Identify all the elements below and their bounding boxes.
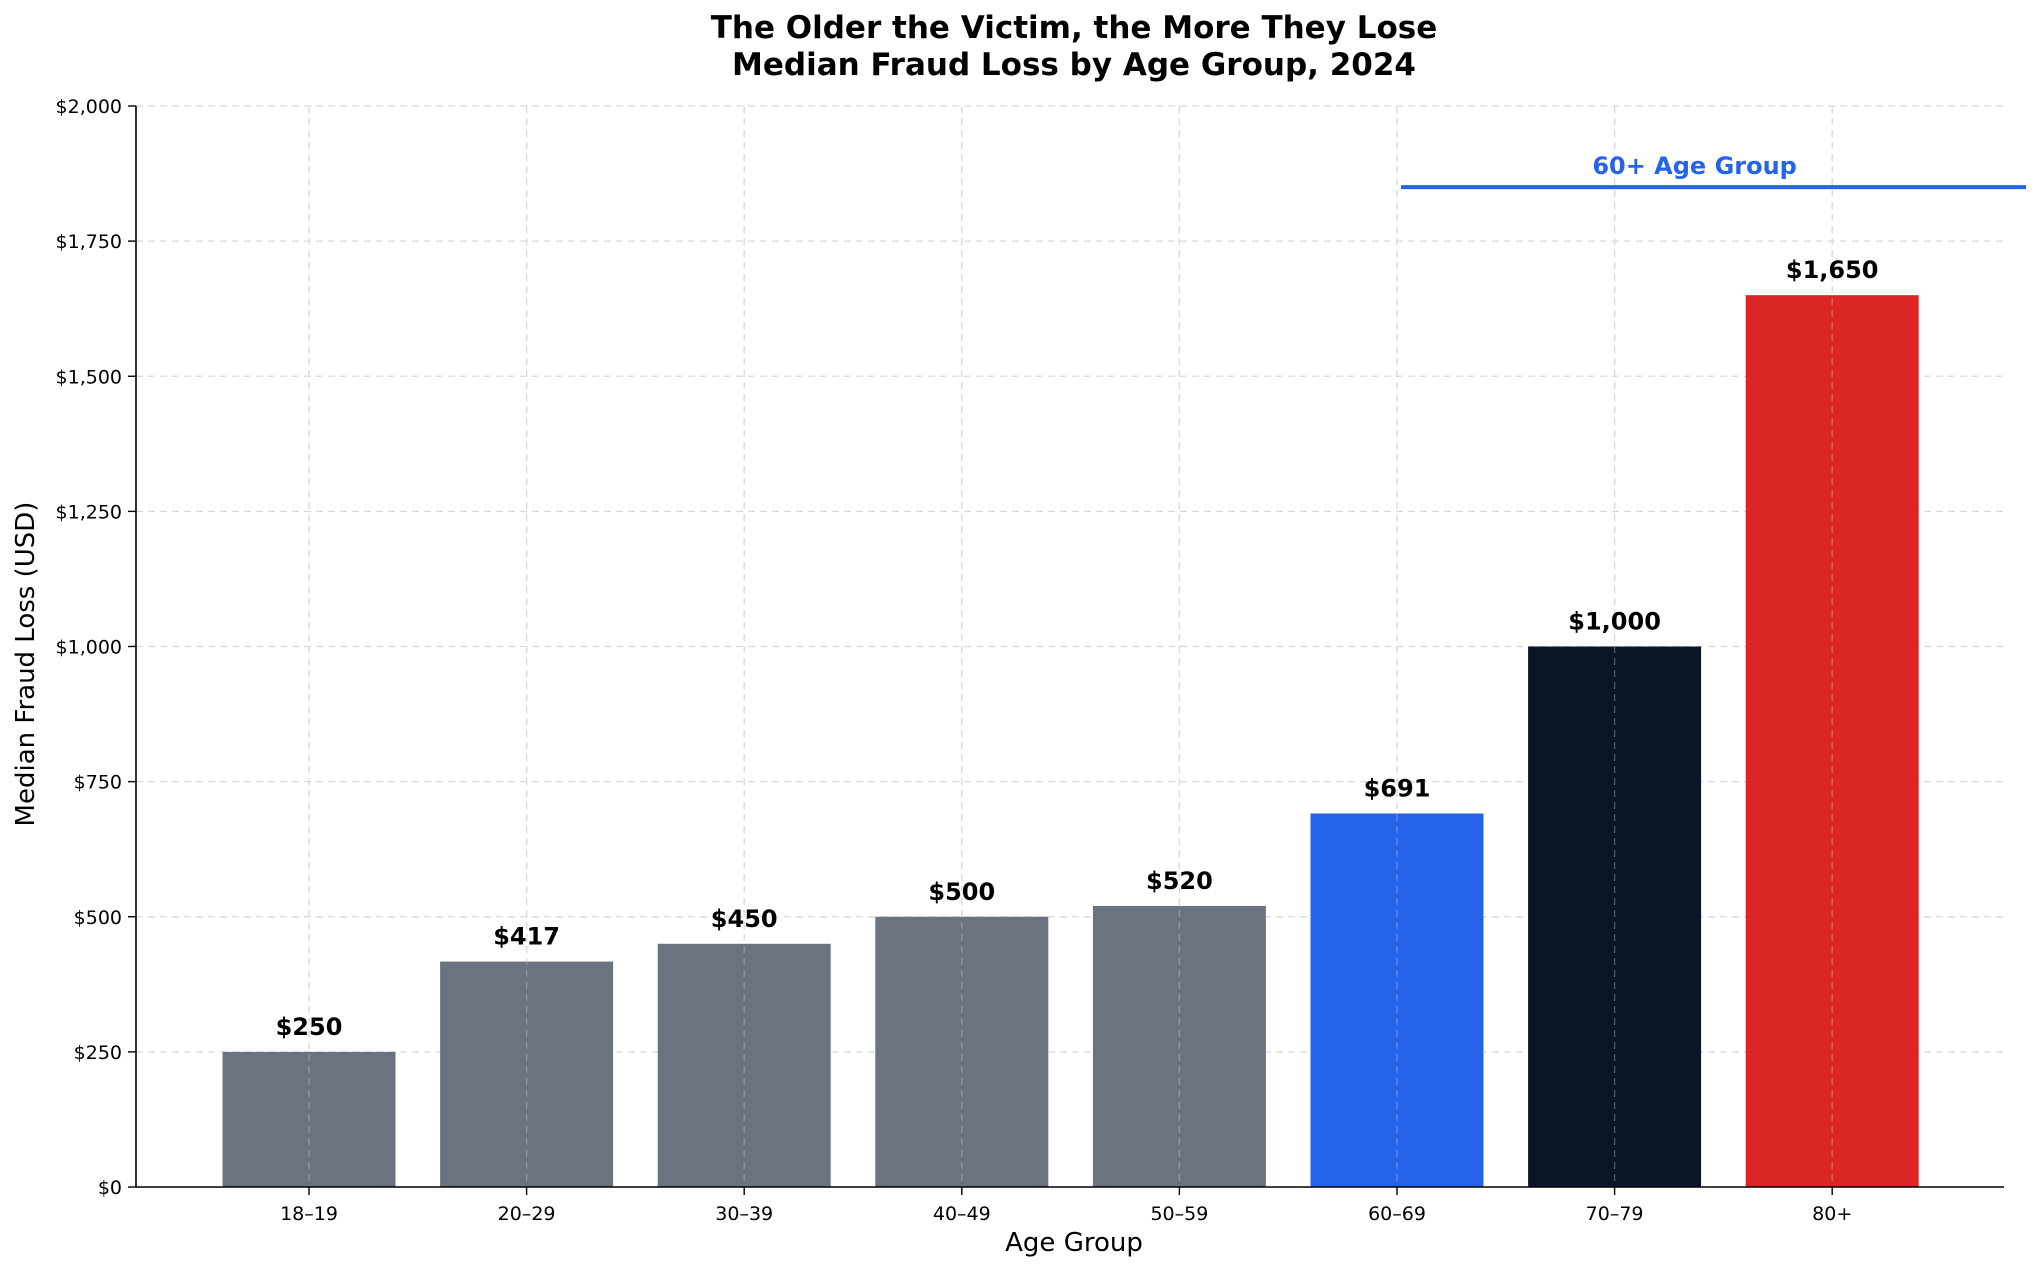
bar-layer <box>222 295 1919 1187</box>
data-label: $450 <box>711 905 778 933</box>
y-tick-label: $1,000 <box>56 637 122 659</box>
data-label: $417 <box>493 923 560 951</box>
y-tick-label: $1,500 <box>56 366 122 388</box>
bar-40–49 <box>875 916 1049 1187</box>
label-layer: $250 $417 $450 $500 $520 $691 $1,000 $1,650 <box>276 256 1879 1041</box>
data-label: $250 <box>276 1013 343 1041</box>
data-label: $500 <box>928 878 995 906</box>
grid-layer <box>136 105 2004 1187</box>
y-tick-label: $500 <box>74 907 122 929</box>
axis-layer: $0 $250 $500 $750 $1,000 $1,250 $1,500 $1,750 $2… <box>56 96 2004 1225</box>
y-tick-label: $750 <box>74 772 122 794</box>
y-tick-label: $2,000 <box>56 96 122 118</box>
x-tick-label: 50–59 <box>1150 1203 1208 1225</box>
data-label: $520 <box>1146 867 1213 895</box>
x-tick-label: 70–79 <box>1586 1203 1644 1225</box>
x-tick-label: 40–49 <box>933 1203 991 1225</box>
x-tick-label: 20–29 <box>498 1203 556 1225</box>
data-label: $691 <box>1364 775 1431 803</box>
sixty-plus-bracket-label: 60+ Age Group <box>1592 152 1797 180</box>
bar-30–39 <box>657 943 831 1187</box>
y-axis-label: Median Fraud Loss (USD) <box>11 502 41 827</box>
x-tick-label: 30–39 <box>715 1203 773 1225</box>
annotation-layer: 60+ Age Group <box>1401 152 2026 190</box>
bar-70–79 <box>1528 646 1702 1187</box>
data-label: $1,650 <box>1786 256 1879 284</box>
x-tick-label: 60–69 <box>1368 1203 1426 1225</box>
x-tick-label: 18–19 <box>280 1203 338 1225</box>
y-tick-label: $1,250 <box>56 501 122 523</box>
bar-18–19 <box>222 1051 396 1187</box>
chart-title-line1: The Older the Victim, the More They Lose <box>711 10 1438 46</box>
data-label: $1,000 <box>1568 608 1661 636</box>
bar-60–69 <box>1310 813 1484 1187</box>
chart-title-line2: Median Fraud Loss by Age Group, 2024 <box>732 47 1416 83</box>
bar-80+ <box>1745 295 1919 1187</box>
x-axis-label: Age Group <box>1005 1228 1143 1258</box>
gridline-overlay <box>308 106 1833 1187</box>
y-tick-label: $1,750 <box>56 231 122 253</box>
x-tick-label: 80+ <box>1812 1203 1852 1225</box>
y-tick-label: $0 <box>98 1177 122 1199</box>
y-tick-label: $250 <box>74 1042 122 1064</box>
bar-50–59 <box>1092 905 1266 1187</box>
bar-20–29 <box>440 961 614 1187</box>
